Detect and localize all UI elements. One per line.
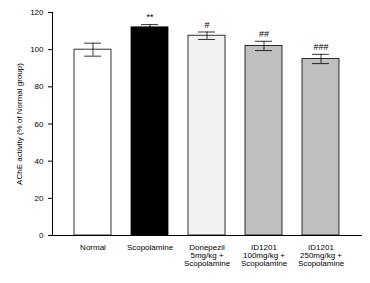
svg-text:80: 80 [35, 82, 44, 91]
svg-text:##: ## [259, 29, 269, 39]
svg-text:20: 20 [35, 194, 44, 203]
svg-text:100: 100 [30, 45, 44, 54]
svg-text:0: 0 [39, 231, 44, 240]
svg-text:**: ** [146, 12, 154, 22]
svg-text:Scopolamine: Scopolamine [127, 243, 174, 252]
svg-text:ID1201250mg/kg +Scopolamine: ID1201250mg/kg +Scopolamine [298, 243, 345, 268]
svg-text:AChE activity (% of Normal gro: AChE activity (% of Normal group) [15, 63, 24, 185]
svg-text:Donepezil5mg/kg +Scopolamine: Donepezil5mg/kg +Scopolamine [184, 243, 231, 268]
svg-text:Normal: Normal [80, 243, 106, 252]
svg-text:###: ### [313, 42, 328, 52]
svg-text:ID1201100mg/kg +Scopolamine: ID1201100mg/kg +Scopolamine [241, 243, 288, 268]
svg-text:60: 60 [35, 120, 44, 129]
svg-text:40: 40 [35, 157, 44, 166]
svg-text:#: # [204, 20, 209, 30]
svg-text:120: 120 [30, 8, 44, 17]
